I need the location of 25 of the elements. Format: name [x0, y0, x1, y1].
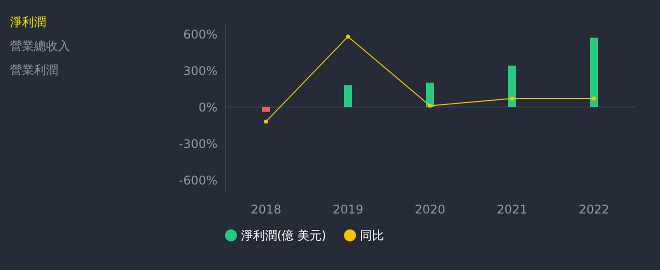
point	[264, 120, 268, 124]
point	[346, 34, 350, 39]
x-tick-label: 2020	[414, 202, 446, 216]
bar	[590, 38, 598, 107]
y-tick-label: -600%	[178, 173, 218, 188]
text: 營業利潤	[10, 62, 59, 79]
x-tick-label: 2022	[578, 202, 610, 216]
point	[428, 104, 432, 108]
y-tick-label: 0%	[198, 100, 218, 114]
point	[510, 96, 514, 100]
text: 淨利潤	[10, 14, 47, 31]
text: 營業總收入	[10, 38, 70, 55]
x-tick-label: 2021	[496, 202, 528, 216]
x-tick-label: 2018	[250, 202, 282, 216]
bar	[508, 66, 516, 107]
bar	[262, 107, 270, 112]
point	[592, 96, 596, 100]
bar	[426, 82, 434, 107]
x-tick-label: 2019	[332, 202, 364, 216]
y-tick-label: 600%	[183, 28, 218, 42]
y-tick-label: -300%	[178, 136, 218, 151]
y-tick-label: 300%	[183, 64, 218, 78]
legend-label: 淨利潤(億 美元)	[241, 228, 326, 242]
legend-label: 同比	[360, 228, 384, 242]
bar	[344, 85, 352, 107]
